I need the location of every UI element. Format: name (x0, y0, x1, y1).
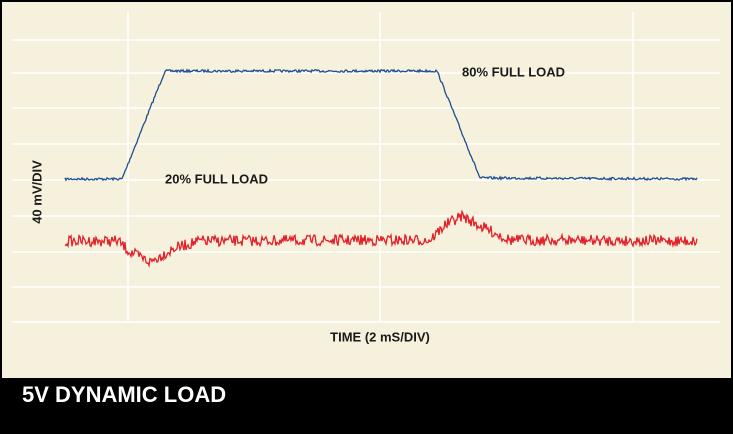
annotation: 20% FULL LOAD (165, 171, 268, 186)
grid (12, 12, 720, 323)
title: 5V DYNAMIC LOAD (22, 382, 226, 407)
output-trace (64, 68, 698, 182)
ripple-trace (64, 209, 698, 268)
annotation: 80% FULL LOAD (462, 64, 565, 79)
y-axis-label: 40 mV/DIV (29, 160, 44, 224)
x-axis-label: TIME (2 mS/DIV) (330, 329, 430, 344)
title-bar (0, 378, 733, 434)
